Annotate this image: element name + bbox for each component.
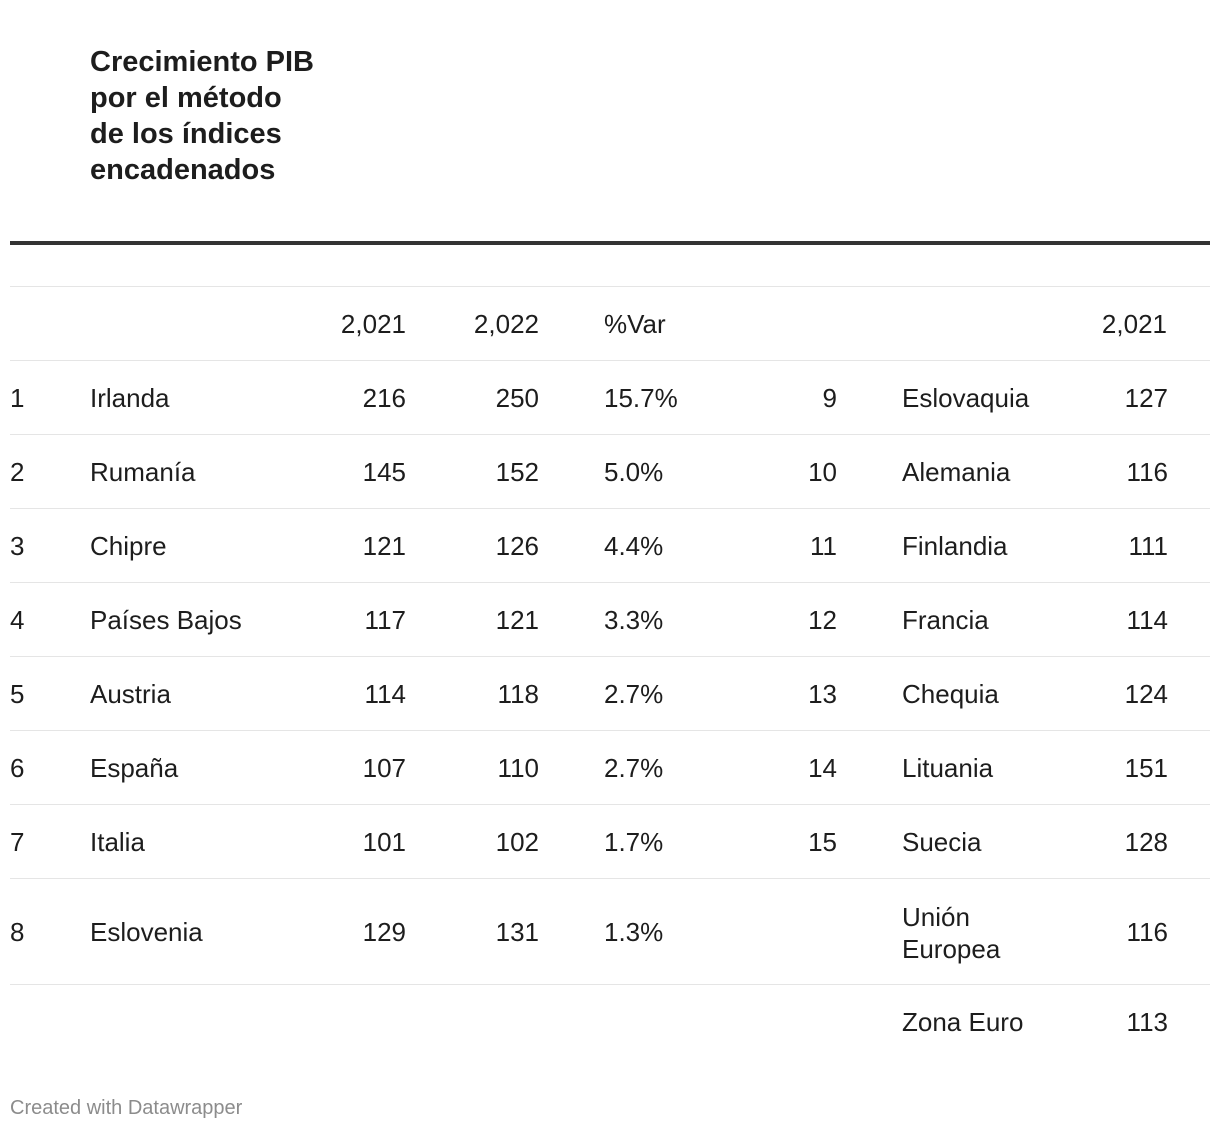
row-divider <box>10 286 1210 287</box>
header-right-2021: 2,021 <box>1101 309 1167 339</box>
value-2022-cell: 131 <box>495 917 539 947</box>
country-cell: Rumanía <box>90 457 196 487</box>
right-country-cell: Francia <box>902 605 989 635</box>
header-var: %Var <box>604 309 666 339</box>
row-divider <box>10 730 1210 731</box>
var-cell: 2.7% <box>604 679 664 709</box>
right-rank-cell: 12 <box>808 605 837 635</box>
country-cell: Países Bajos <box>90 605 242 635</box>
header-2022: 2,022 <box>473 309 539 339</box>
value-2022-cell: 102 <box>495 827 539 857</box>
var-cell: 2.7% <box>604 753 664 783</box>
value-2021-cell: 121 <box>362 531 406 561</box>
right-rank-cell: 15 <box>808 827 837 857</box>
value-2021-cell: 107 <box>362 753 406 783</box>
rank-cell: 4 <box>10 605 25 635</box>
right-country-cell: Alemania <box>902 457 1011 487</box>
rank-cell: 1 <box>10 383 25 413</box>
country-cell: Austria <box>90 679 171 709</box>
country-cell: Eslovenia <box>90 917 203 947</box>
rank-cell: 3 <box>10 531 25 561</box>
footer-credit: Created with Datawrapper <box>10 1097 243 1119</box>
value-2022-cell: 118 <box>497 679 539 709</box>
value-2021-cell: 145 <box>362 457 406 487</box>
value-2021-cell: 117 <box>364 605 406 635</box>
row-divider <box>10 434 1210 435</box>
table-title: Crecimiento PIB por el método de los índ… <box>90 46 314 186</box>
right-country-cell: Finlandia <box>902 531 1008 561</box>
right-value-2021-cell: 114 <box>1126 605 1168 635</box>
right-value-2021-cell: 127 <box>1124 383 1168 413</box>
value-2022-cell: 126 <box>495 531 539 561</box>
right-value-2021-cell: 111 <box>1128 531 1168 561</box>
right-country-cell: Unión Europea <box>902 902 1001 964</box>
var-cell: 1.7% <box>604 827 664 857</box>
country-cell: España <box>90 753 179 783</box>
right-value-2021-cell: 113 <box>1126 1007 1168 1037</box>
var-cell: 1.3% <box>604 917 664 947</box>
right-rank-cell: 13 <box>808 679 837 709</box>
row-divider <box>10 508 1210 509</box>
rank-cell: 7 <box>10 827 25 857</box>
right-rank-cell: 11 <box>810 531 837 561</box>
right-country-cell: Eslovaquia <box>902 383 1030 413</box>
rank-cell: 2 <box>10 457 25 487</box>
right-country-cell: Chequia <box>902 679 999 709</box>
value-2022-cell: 110 <box>497 753 539 783</box>
rank-cell: 5 <box>10 679 25 709</box>
rank-cell: 8 <box>10 917 25 947</box>
value-2021-cell: 216 <box>362 383 406 413</box>
right-country-cell: Zona Euro <box>902 1007 1024 1037</box>
country-cell: Italia <box>90 827 145 857</box>
value-2022-cell: 250 <box>495 383 539 413</box>
right-rank-cell: 14 <box>808 753 837 783</box>
value-2021-cell: 129 <box>362 917 406 947</box>
right-value-2021-cell: 124 <box>1124 679 1168 709</box>
country-cell: Chipre <box>90 531 167 561</box>
var-cell: 3.3% <box>604 605 664 635</box>
right-rank-cell: 9 <box>822 383 837 413</box>
right-value-2021-cell: 116 <box>1126 917 1168 947</box>
rank-cell: 6 <box>10 753 25 783</box>
row-divider <box>10 582 1210 583</box>
right-value-2021-cell: 116 <box>1126 457 1168 487</box>
row-divider <box>10 656 1210 657</box>
right-country-cell: Suecia <box>902 827 982 857</box>
row-divider <box>10 984 1210 985</box>
var-cell: 15.7% <box>604 383 678 413</box>
country-cell: Irlanda <box>90 383 170 413</box>
right-country-cell: Lituania <box>902 753 994 783</box>
row-divider <box>10 804 1210 805</box>
var-cell: 5.0% <box>604 457 664 487</box>
var-cell: 4.4% <box>604 531 664 561</box>
value-2021-cell: 101 <box>362 827 406 857</box>
value-2021-cell: 114 <box>364 679 406 709</box>
right-value-2021-cell: 151 <box>1124 753 1168 783</box>
header-2021: 2,021 <box>340 309 406 339</box>
value-2022-cell: 152 <box>495 457 539 487</box>
right-value-2021-cell: 128 <box>1124 827 1168 857</box>
value-2022-cell: 121 <box>495 605 539 635</box>
row-divider <box>10 878 1210 879</box>
row-divider <box>10 360 1210 361</box>
title-divider <box>10 241 1210 245</box>
right-rank-cell: 10 <box>808 457 837 487</box>
